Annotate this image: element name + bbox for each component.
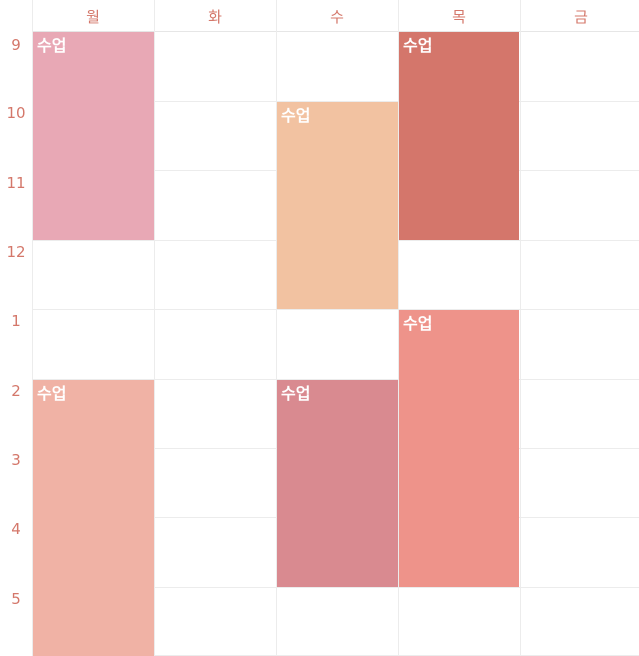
grid-line <box>32 101 639 102</box>
hour-label: 5 <box>11 590 21 608</box>
grid-line <box>32 309 639 310</box>
hour-label: 9 <box>11 36 21 54</box>
hour-label: 1 <box>11 312 21 330</box>
grid-line <box>398 0 399 656</box>
hour-label: 4 <box>11 520 21 538</box>
day-header-tue: 화 <box>208 7 222 26</box>
grid-line <box>32 379 639 380</box>
day-header-fri: 금 <box>574 7 588 26</box>
class-block-thu-morning[interactable]: 수업 <box>399 32 519 240</box>
class-block-mon-morning[interactable]: 수업 <box>33 32 154 240</box>
grid-line <box>154 0 155 656</box>
class-block-mon-afternoon[interactable]: 수업 <box>33 380 154 656</box>
class-block-thu-afternoon[interactable]: 수업 <box>399 310 519 587</box>
class-block-wed-morning[interactable]: 수업 <box>277 102 398 309</box>
grid-line <box>276 0 277 656</box>
grid-line <box>520 0 521 656</box>
day-header-mon: 월 <box>86 7 100 26</box>
day-header-wed: 수 <box>330 7 344 26</box>
header-divider <box>32 31 639 32</box>
grid-line <box>32 0 33 656</box>
hour-label: 11 <box>6 174 26 192</box>
hour-label: 3 <box>11 451 21 469</box>
grid-line <box>32 587 639 588</box>
hour-label: 10 <box>6 104 26 122</box>
hour-label: 12 <box>6 243 26 261</box>
day-header-thu: 목 <box>452 7 466 26</box>
class-block-wed-afternoon[interactable]: 수업 <box>277 380 398 587</box>
hour-label: 2 <box>11 382 21 400</box>
